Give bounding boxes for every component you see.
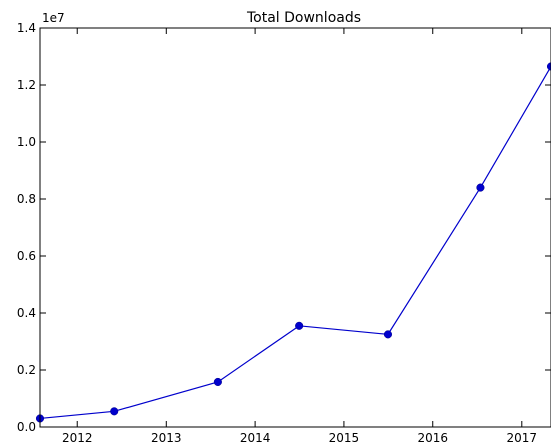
x-tick-label-2016: 2016 xyxy=(417,431,448,444)
y-axis-scale-label: 1e7 xyxy=(42,11,65,25)
x-tick-label-2015: 2015 xyxy=(329,431,360,444)
x-tick-label-2017: 2017 xyxy=(507,431,538,444)
y-tick-label-1.0: 1.0 xyxy=(17,135,36,149)
y-tick-label-0.2: 0.2 xyxy=(17,363,36,377)
data-point-0-2 xyxy=(213,377,222,387)
plot-frame xyxy=(39,27,551,428)
y-tick-label-0.6: 0.6 xyxy=(17,249,36,263)
data-point-0-5 xyxy=(476,183,485,192)
x-axis-ticks: 2012 2013 2014 2015 2016 2017 xyxy=(62,28,537,444)
series-line-0 xyxy=(39,66,551,420)
y-tick-label-0.8: 0.8 xyxy=(17,192,36,206)
data-point-0-6 xyxy=(546,62,551,71)
data-point-0-1 xyxy=(110,407,119,416)
chart-title: Total Downloads xyxy=(246,10,361,26)
plot-area xyxy=(35,62,551,423)
y-tick-label-0.4: 0.4 xyxy=(17,306,36,320)
y-tick-label-1.2: 1.2 xyxy=(17,78,36,92)
data-point-0-4 xyxy=(383,330,393,339)
y-axis-ticks: 0.0 0.2 0.4 0.6 0.8 1.0 1.2 1.4 xyxy=(17,21,551,434)
data-point-0-3 xyxy=(295,321,304,330)
x-tick-label-2013: 2013 xyxy=(151,431,182,444)
y-tick-label-1.4: 1.4 xyxy=(17,21,36,35)
x-tick-label-2014: 2014 xyxy=(240,431,271,444)
x-tick-label-2012: 2012 xyxy=(62,431,93,444)
y-tick-label-0.0: 0.0 xyxy=(17,420,36,434)
